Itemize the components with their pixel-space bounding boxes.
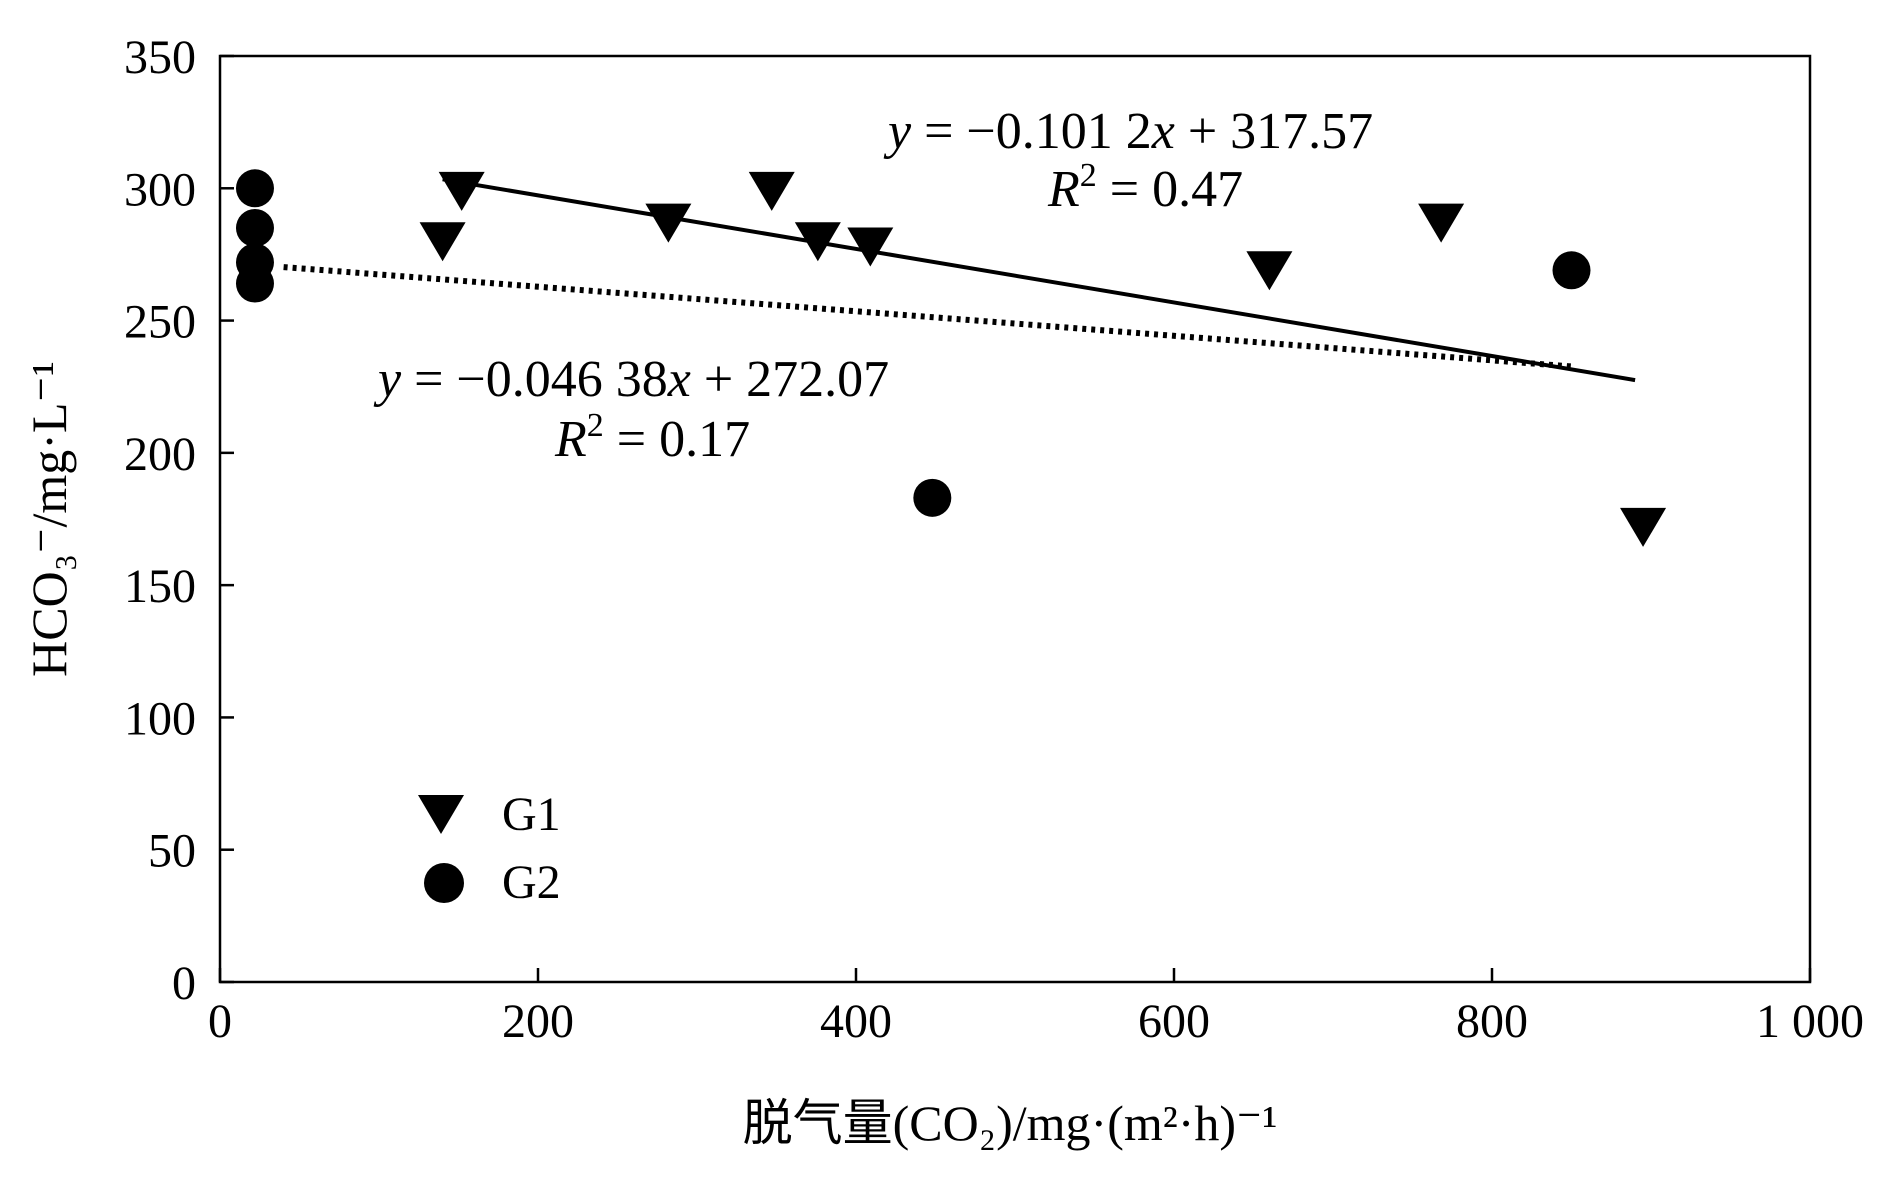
x-tick-label: 600 <box>1138 995 1210 1048</box>
x-tick-label: 200 <box>502 995 574 1048</box>
point-g1 <box>645 203 692 243</box>
g2-r-squared: R2 = 0.17 <box>554 407 750 468</box>
legend-g2-label: G2 <box>502 856 561 909</box>
y-tick-label: 350 <box>124 31 196 84</box>
g1-equation: y = −0.101 2x + 317.57 <box>883 103 1373 160</box>
y-tick-label: 100 <box>124 692 196 745</box>
x-tick-label: 0 <box>208 995 232 1048</box>
g2-equation: y = −0.046 38x + 272.07 <box>373 351 889 408</box>
point-g1 <box>1620 507 1667 547</box>
point-g2 <box>235 208 274 247</box>
point-g1 <box>748 171 795 211</box>
plot-frame <box>218 54 1812 984</box>
legend-g2-marker <box>424 863 464 903</box>
y-tick-label: 300 <box>124 163 196 216</box>
point-g1 <box>847 227 894 267</box>
axis-ticks: 0 200 400 600 800 1 000 0 50 100 150 200 250 300 350 <box>124 31 1864 1048</box>
y-tick-label: 50 <box>148 825 196 878</box>
point-g1 <box>438 171 485 211</box>
trendlines <box>283 177 1636 383</box>
x-tick-label: 800 <box>1456 995 1528 1048</box>
point-g1 <box>1418 203 1465 243</box>
point-g1 <box>794 222 841 262</box>
point-g1 <box>1246 251 1293 291</box>
point-g2 <box>235 169 274 208</box>
y-tick-label: 200 <box>124 428 196 481</box>
y-axis-title: HCO₃⁻/mg·L⁻¹ <box>21 361 77 677</box>
point-g1 <box>419 222 466 262</box>
y-tick-label: 150 <box>124 560 196 613</box>
y-tick-label: 250 <box>124 296 196 349</box>
data-points <box>235 169 1667 547</box>
point-g2 <box>913 478 952 517</box>
g1-r-squared: R2 = 0.47 <box>1047 157 1243 218</box>
y-tick-label: 0 <box>172 957 196 1010</box>
trendline-g1 <box>442 177 1636 383</box>
x-tick-label: 1 000 <box>1756 995 1864 1048</box>
legend: G1 G2 <box>418 788 561 909</box>
legend-g1-label: G1 <box>502 788 561 841</box>
x-tick-label: 400 <box>820 995 892 1048</box>
legend-g1-marker <box>418 795 464 834</box>
x-axis-title: 脱气量(CO₂)/mg·(m²·h)⁻¹ <box>743 1095 1278 1151</box>
point-g2 <box>1552 251 1591 290</box>
point-g2 <box>235 264 274 303</box>
